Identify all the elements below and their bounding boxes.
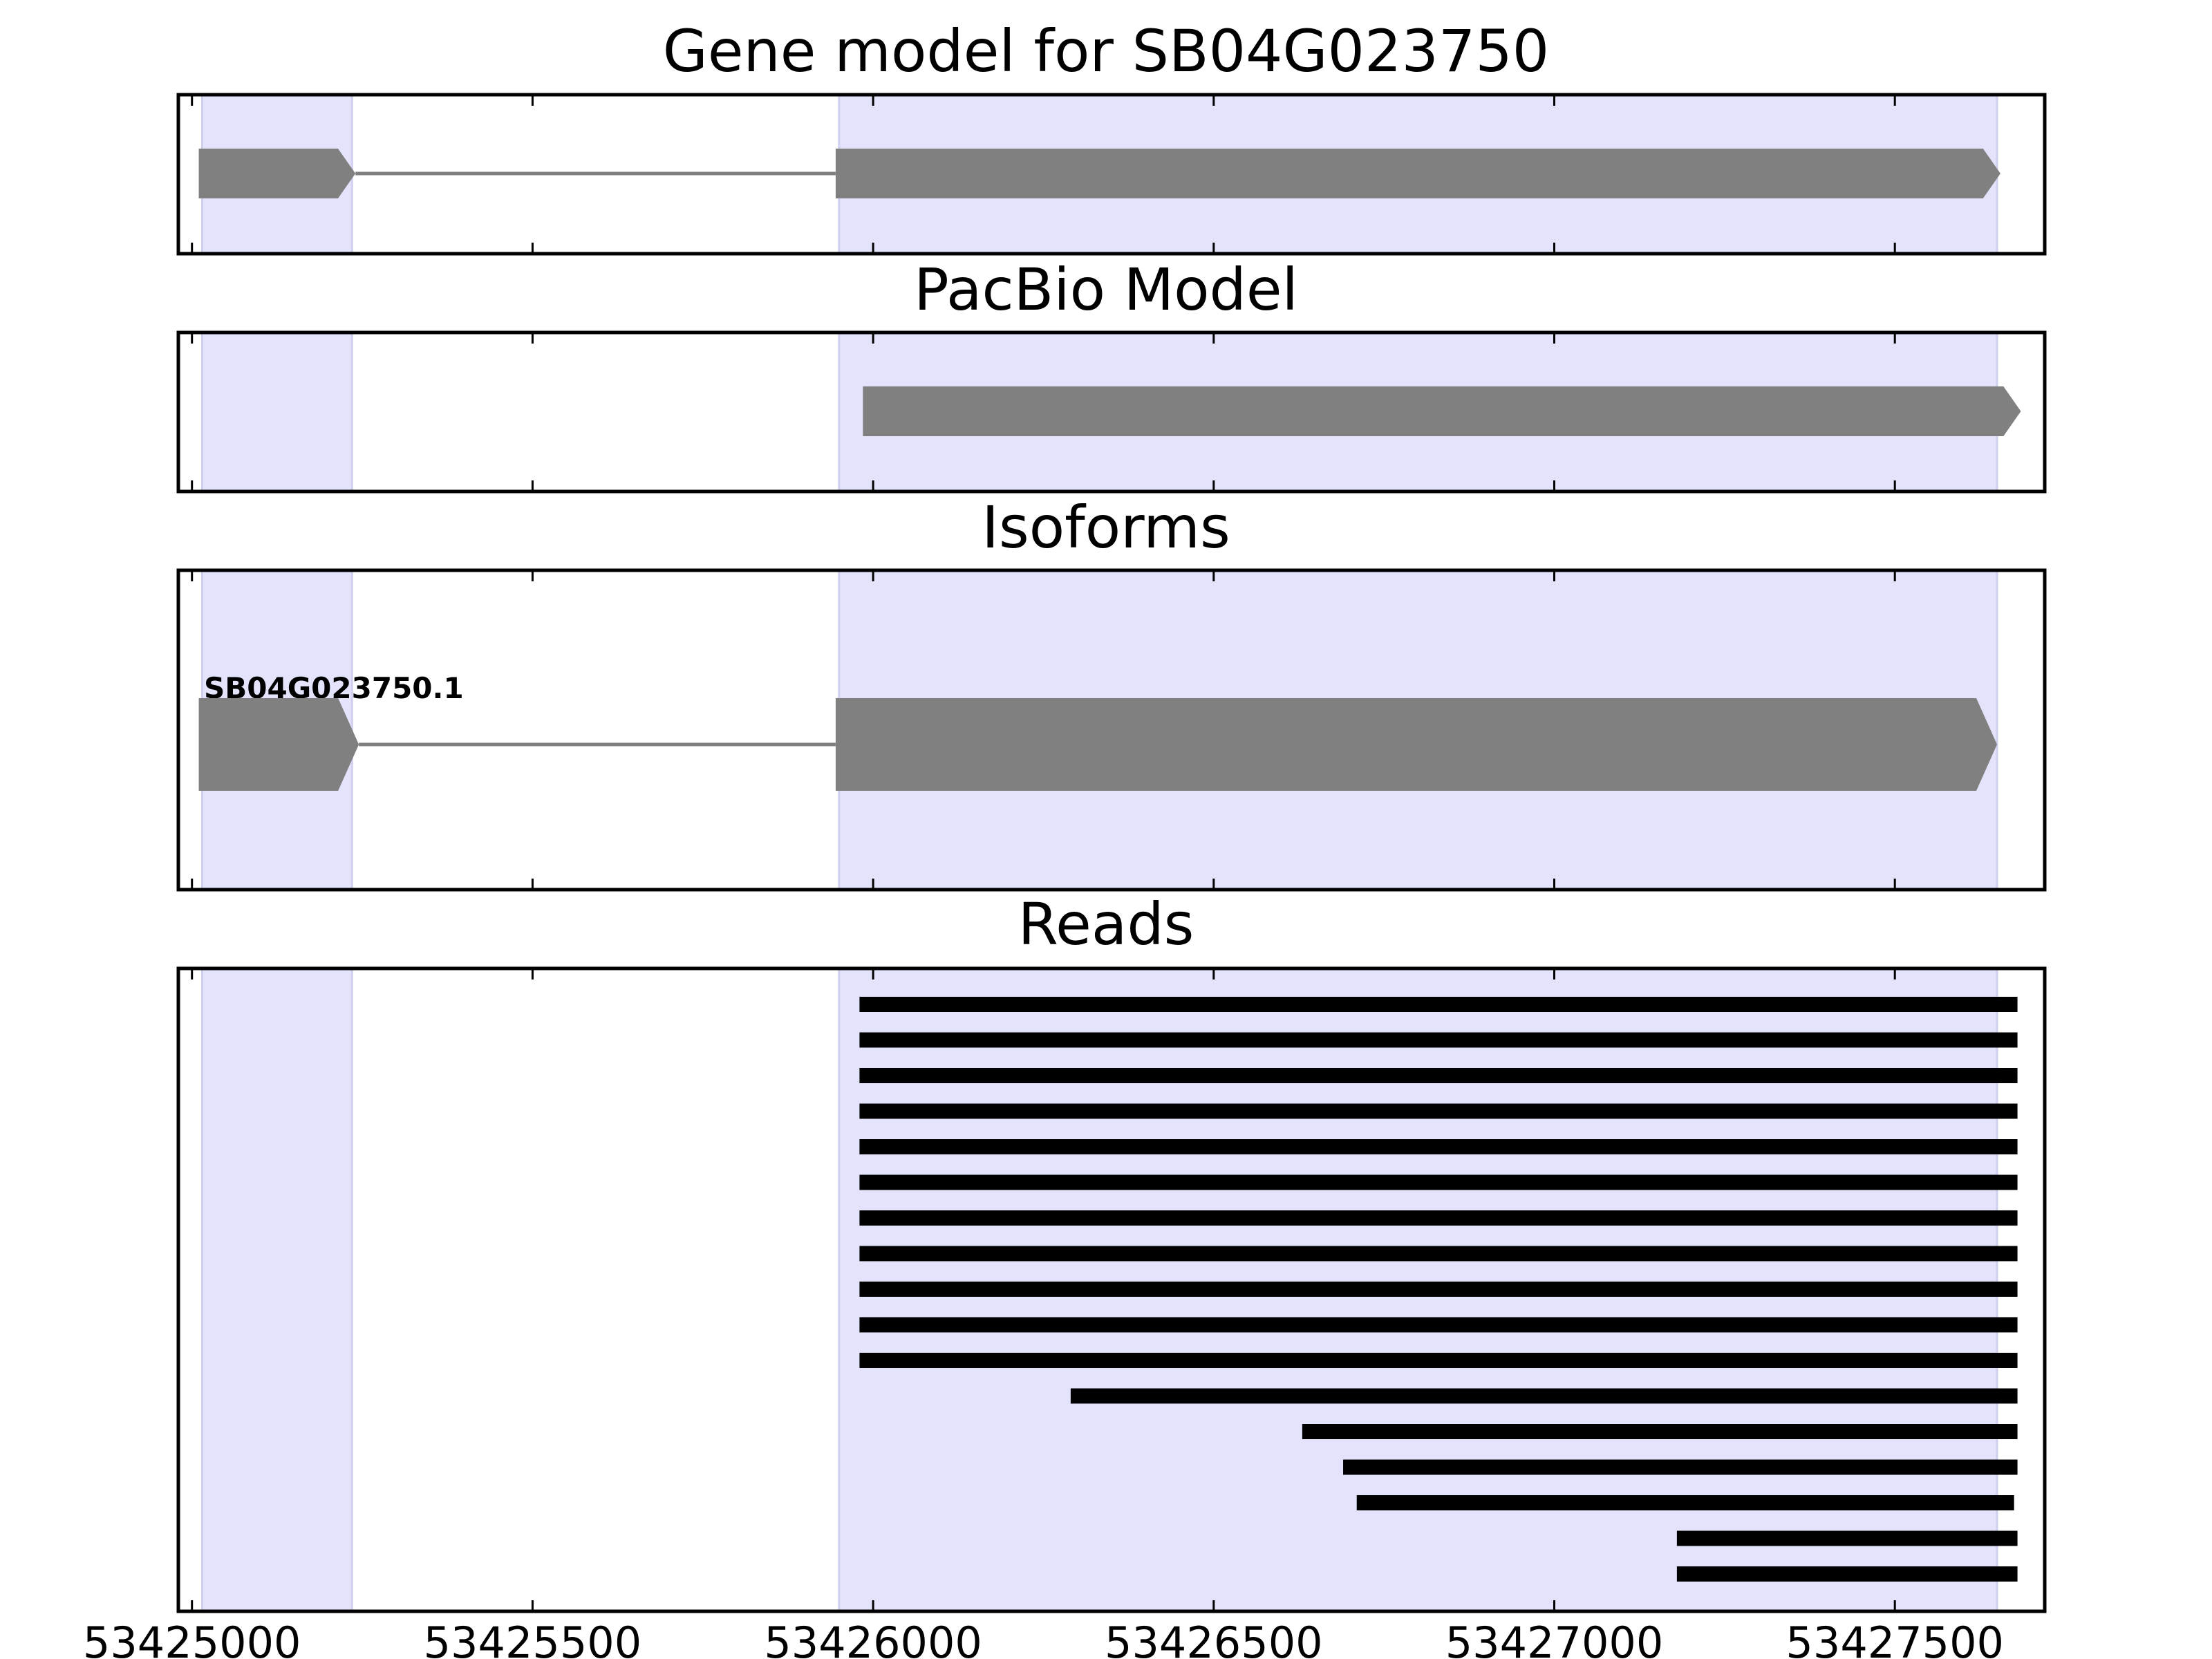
gene-model-title: Gene model for SB04G023750	[663, 17, 1549, 85]
x-tick-label: 53427500	[1785, 1618, 2004, 1659]
panel-frame	[176, 568, 2047, 892]
read-bar	[859, 1282, 2018, 1297]
x-tick-label: 53425000	[83, 1618, 301, 1659]
read-bar	[859, 997, 2018, 1012]
panel-frame	[176, 93, 2047, 256]
panel-frame	[176, 330, 2047, 494]
read-bar	[859, 1103, 2018, 1119]
read-bar	[859, 1353, 2018, 1368]
exon-block	[863, 386, 2021, 436]
x-tick-label: 53426000	[764, 1618, 982, 1659]
pacbio-model-panel: PacBio Model	[176, 256, 2047, 494]
read-bar	[1302, 1424, 2018, 1439]
reads-panel: Reads	[176, 890, 2047, 1613]
exon-highlight-region	[200, 331, 353, 493]
read-bar	[859, 1210, 2018, 1226]
panel-frame	[176, 966, 2047, 1613]
read-bar	[1676, 1566, 2018, 1582]
read-bar	[859, 1246, 2018, 1262]
read-bar	[859, 1032, 2018, 1048]
x-tick-label: 53425500	[424, 1618, 642, 1659]
exon-block	[835, 698, 1998, 791]
gene-model-panel: Gene model for SB04G023750	[176, 17, 2047, 256]
read-bar	[1676, 1530, 2018, 1546]
exon-block	[198, 698, 359, 791]
read-bar	[859, 1068, 2018, 1083]
isoforms-panel: Isoforms SB04G023750.1	[176, 494, 2047, 892]
read-bar	[1356, 1495, 2014, 1510]
read-bar	[859, 1317, 2018, 1333]
exon-block	[198, 149, 356, 198]
read-bar	[859, 1139, 2018, 1154]
x-axis: 53425000 53425500 53426000 53426500 53427000…	[83, 1618, 2004, 1659]
x-tick-label: 53427000	[1445, 1618, 1664, 1659]
read-bar	[1343, 1459, 2018, 1475]
pacbio-model-title: PacBio Model	[914, 256, 1298, 324]
read-bar	[859, 1174, 2018, 1190]
read-bar	[1070, 1388, 2018, 1404]
x-tick-label: 53426500	[1105, 1618, 1323, 1659]
exon-highlight-region	[200, 967, 353, 1613]
reads-title: Reads	[1018, 890, 1194, 958]
exon-block	[835, 149, 2000, 198]
isoforms-title: Isoforms	[982, 494, 1230, 561]
